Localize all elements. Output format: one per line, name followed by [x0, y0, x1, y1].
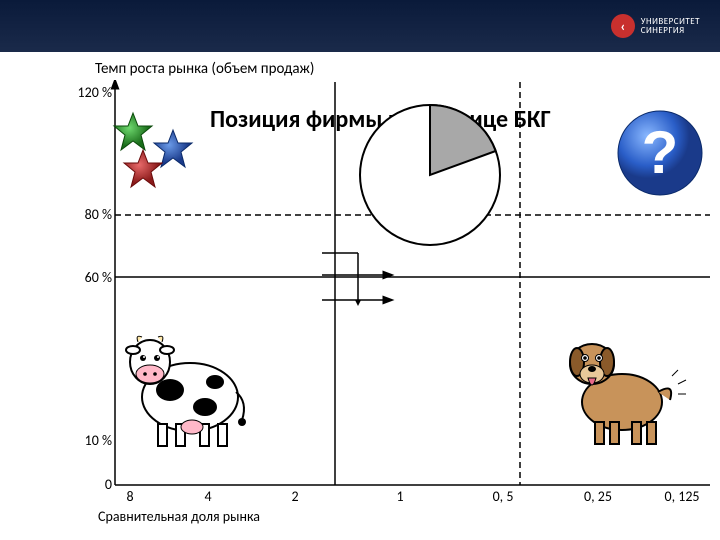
y-tick-label: 10 %	[52, 432, 112, 449]
pie-overlay	[360, 105, 500, 245]
stars-icon	[108, 108, 208, 203]
y-tick-label: 120 %	[52, 84, 112, 101]
y-tick-label: 60 %	[52, 269, 112, 286]
brand-logo: ‹ УНИВЕРСИТЕТ СИНЕРГИЯ	[611, 14, 700, 38]
question-mark-icon: ?	[615, 108, 705, 203]
bcg-matrix-chart: 120 % 80 % 60 % 10 % 0 8 4 2 1 0, 5 0, 2…	[60, 80, 700, 485]
x-tick-label: 0, 25	[578, 488, 618, 505]
x-tick-label: 2	[275, 488, 315, 505]
logo-chevron-icon: ‹	[611, 14, 635, 38]
y-tick-label: 0	[52, 476, 112, 493]
logo-text: УНИВЕРСИТЕТ СИНЕРГИЯ	[641, 17, 700, 35]
cow-icon	[120, 312, 260, 457]
x-tick-label: 0, 5	[483, 488, 523, 505]
x-axis-title: Сравнительная доля рынка	[98, 508, 260, 525]
center-arrows	[322, 253, 390, 306]
y-tick-label: 80 %	[52, 206, 112, 223]
x-tick-label: 0, 125	[662, 488, 702, 505]
x-tick-label: 4	[188, 488, 228, 505]
svg-text:?: ?	[642, 119, 679, 186]
x-tick-label: 1	[380, 488, 420, 505]
dog-icon	[550, 312, 690, 457]
y-axis-title: Темп роста рынка (объем продаж)	[95, 60, 314, 78]
x-tick-label: 8	[110, 488, 150, 505]
